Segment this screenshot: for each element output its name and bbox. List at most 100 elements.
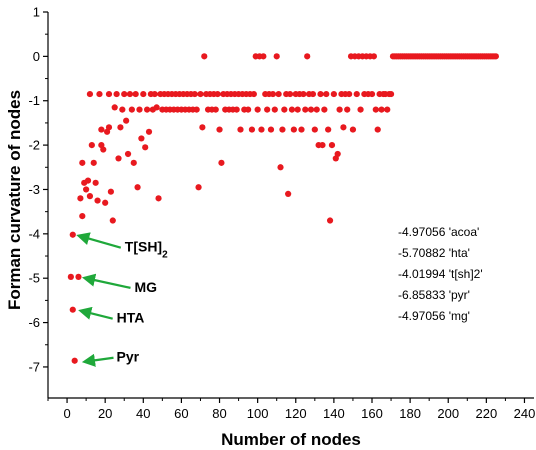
annotation-arrow xyxy=(76,232,122,249)
data-point xyxy=(75,273,82,280)
data-point xyxy=(258,126,265,133)
data-point xyxy=(79,212,86,220)
data-point xyxy=(119,106,126,113)
y-axis-title: Forman curvature of nodes xyxy=(5,90,24,310)
side-note-line: -5.70882 'hta' xyxy=(398,246,470,260)
data-point xyxy=(86,90,94,98)
x-tick-label: 220 xyxy=(476,406,498,421)
x-tick-label: 180 xyxy=(399,406,421,421)
data-point xyxy=(273,53,280,60)
annotation-arrow xyxy=(81,273,131,289)
data-point xyxy=(271,106,278,113)
data-point xyxy=(115,155,122,162)
data-point xyxy=(77,195,84,202)
data-point xyxy=(144,106,151,113)
y-tick-label: -3 xyxy=(28,182,40,197)
data-point xyxy=(357,106,364,113)
data-point xyxy=(90,159,97,166)
x-tick-label: 140 xyxy=(323,406,345,421)
data-point xyxy=(132,90,139,98)
data-point xyxy=(294,106,301,113)
data-point xyxy=(325,126,332,133)
data-point xyxy=(286,90,294,98)
x-tick-label: 120 xyxy=(285,406,307,421)
data-point xyxy=(69,231,76,238)
data-point xyxy=(69,306,76,313)
data-point xyxy=(267,126,275,133)
y-tick-label: -4 xyxy=(28,226,40,241)
annotation-label: T[SH]2 xyxy=(125,239,168,261)
data-point xyxy=(321,106,328,113)
data-point xyxy=(300,90,307,98)
data-point xyxy=(100,146,107,153)
side-note-line: -4.97056 'acoa' xyxy=(398,225,479,239)
data-point xyxy=(102,199,109,206)
data-point xyxy=(153,104,160,111)
data-point xyxy=(86,193,94,200)
x-tick-label: 80 xyxy=(212,406,226,421)
data-point xyxy=(384,106,391,113)
data-point xyxy=(311,126,318,133)
data-point xyxy=(334,150,341,158)
data-point xyxy=(288,106,296,113)
data-point xyxy=(67,273,74,280)
data-point xyxy=(302,106,309,113)
data-point xyxy=(260,53,267,60)
x-tick-label: 200 xyxy=(437,406,459,421)
annotation-arrow xyxy=(78,306,113,320)
y-tick-label: 1 xyxy=(33,5,40,20)
data-point xyxy=(281,106,288,113)
data-point xyxy=(326,217,334,224)
data-point xyxy=(309,90,317,98)
data-point xyxy=(84,177,92,184)
y-tick-label: 0 xyxy=(33,49,40,64)
x-tick-group: 0 20 40 60 80 100 120 140 160 180 200 220 240 xyxy=(47,398,535,421)
data-point xyxy=(191,90,198,98)
x-axis-title: Number of nodes xyxy=(221,430,361,449)
data-point xyxy=(94,197,101,204)
x-tick-label: 0 xyxy=(63,406,70,421)
data-point xyxy=(250,90,257,98)
data-point xyxy=(109,217,116,224)
y-tick-group: 1 0 -1 -2 -3 -4 -5 -6 -7 xyxy=(28,5,48,374)
data-point xyxy=(378,106,385,113)
data-point xyxy=(105,124,113,131)
side-notes: -4.97056 'acoa' -5.70882 'hta' -4.01994 't… xyxy=(398,225,483,323)
annotation-label: Pyr xyxy=(116,349,139,365)
data-point xyxy=(279,126,286,133)
x-tick-label: 100 xyxy=(247,406,269,421)
data-point xyxy=(216,126,223,133)
data-point xyxy=(340,124,347,131)
side-note-line: -4.01994 't[sh]2' xyxy=(398,267,483,281)
data-point xyxy=(330,90,337,98)
data-point xyxy=(319,142,326,149)
annotation-label: MG xyxy=(134,279,157,295)
data-point xyxy=(237,126,244,133)
data-point xyxy=(107,188,114,195)
data-point xyxy=(79,159,86,166)
y-tick-label: -5 xyxy=(28,271,40,286)
data-point xyxy=(275,90,282,98)
annotation-label: HTA xyxy=(117,310,145,326)
data-point xyxy=(145,128,153,135)
data-point xyxy=(387,90,395,98)
annotations: T[SH]2 MG HTA Pyr xyxy=(76,232,168,367)
data-point xyxy=(254,106,261,113)
data-point xyxy=(233,106,240,113)
data-point xyxy=(353,90,360,98)
x-tick-label: 160 xyxy=(361,406,383,421)
data-point xyxy=(105,90,113,98)
data-point xyxy=(264,106,271,113)
data-point xyxy=(92,179,99,186)
data-point xyxy=(372,106,379,113)
data-point xyxy=(128,106,135,113)
x-tick-label: 60 xyxy=(174,406,188,421)
data-point xyxy=(313,106,320,113)
x-tick-label: 40 xyxy=(136,406,150,421)
data-point xyxy=(193,106,200,113)
side-note-line: -6.85833 'pyr' xyxy=(398,288,470,302)
data-point xyxy=(142,144,149,151)
data-point xyxy=(269,90,276,98)
data-point xyxy=(195,184,202,191)
